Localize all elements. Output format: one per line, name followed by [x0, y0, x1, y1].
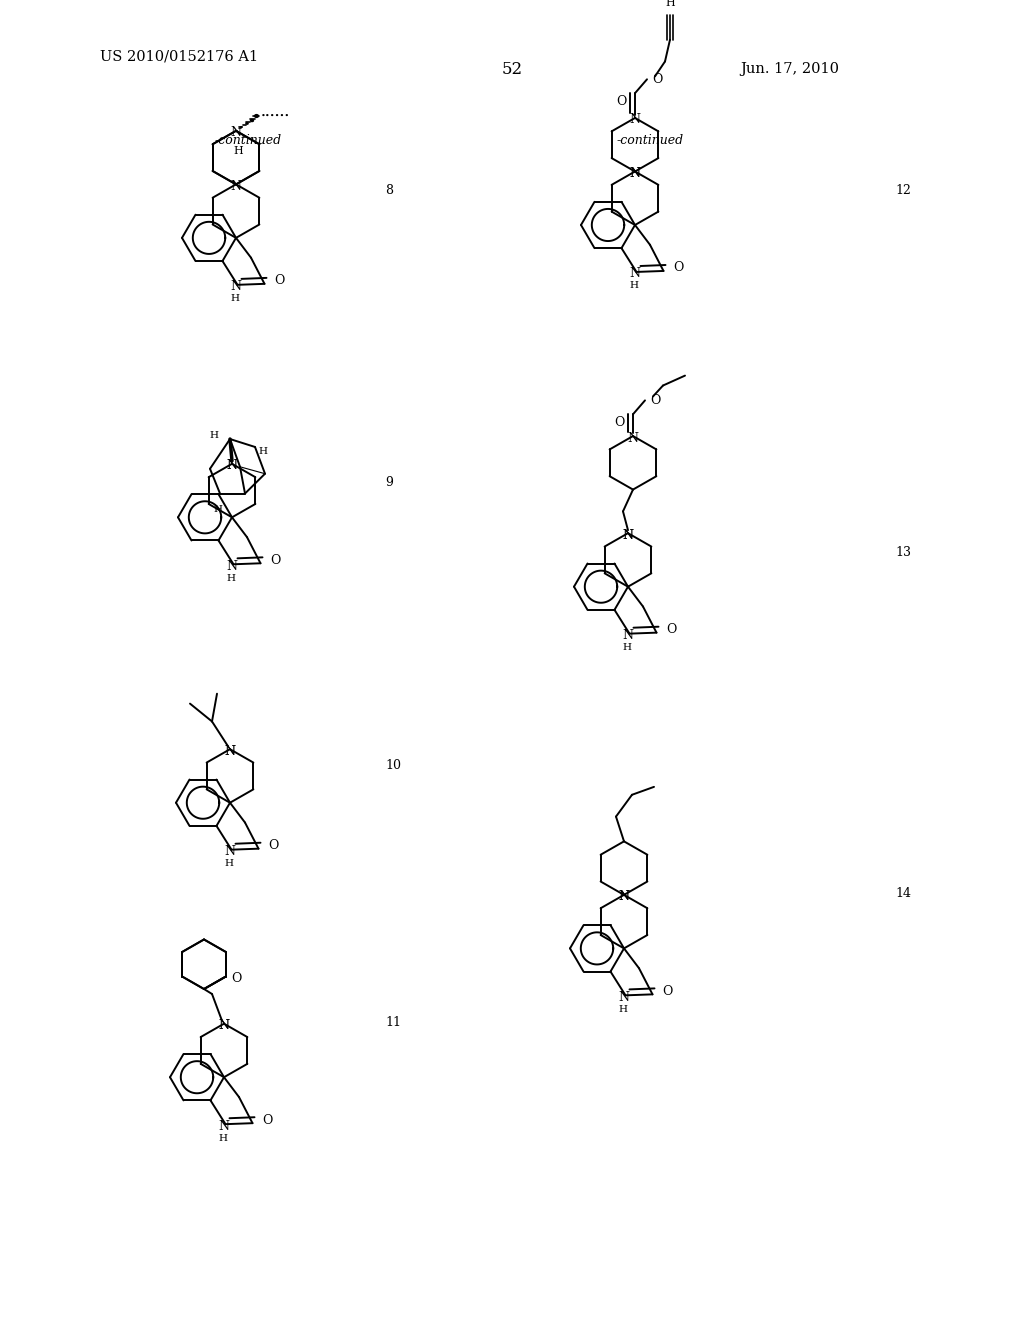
Text: N: N	[224, 744, 236, 758]
Text: O: O	[274, 275, 285, 288]
Text: ••••••: ••••••	[261, 112, 290, 120]
Text: H: H	[213, 504, 222, 513]
Text: O: O	[663, 985, 673, 998]
Text: H: H	[218, 1134, 227, 1143]
Text: N: N	[218, 1119, 229, 1133]
Text: N: N	[623, 528, 634, 541]
Text: H: H	[210, 430, 218, 440]
Text: 14: 14	[895, 887, 911, 900]
Text: N: N	[226, 459, 238, 473]
Text: -continued: -continued	[616, 135, 684, 148]
Text: O: O	[262, 1114, 272, 1127]
Text: N: N	[218, 1019, 229, 1032]
Text: 11: 11	[385, 1016, 401, 1030]
Text: N: N	[628, 432, 639, 445]
Text: O: O	[613, 416, 625, 429]
Text: O: O	[270, 554, 281, 566]
Text: N: N	[218, 1019, 229, 1032]
Text: 9: 9	[385, 477, 393, 490]
Text: 10: 10	[385, 759, 401, 772]
Text: O: O	[667, 623, 677, 636]
Text: N: N	[230, 280, 241, 293]
Text: N: N	[224, 845, 234, 858]
Text: H: H	[230, 294, 239, 304]
Text: 13: 13	[895, 545, 911, 558]
Text: O: O	[615, 95, 627, 108]
Text: O: O	[674, 261, 684, 275]
Text: N: N	[230, 180, 242, 193]
Text: N: N	[230, 127, 242, 140]
Text: H: H	[233, 145, 243, 156]
Text: O: O	[268, 840, 279, 853]
Text: 8: 8	[385, 183, 393, 197]
Text: N: N	[630, 166, 640, 180]
Text: N: N	[623, 528, 634, 541]
Text: N: N	[622, 630, 633, 642]
Text: N: N	[618, 891, 630, 903]
Text: US 2010/0152176 A1: US 2010/0152176 A1	[100, 50, 258, 63]
Text: 12: 12	[895, 183, 911, 197]
Text: N: N	[618, 891, 630, 903]
Text: H: H	[226, 574, 234, 582]
Text: -continued: -continued	[214, 135, 282, 148]
Text: N: N	[629, 268, 640, 280]
Text: H: H	[629, 281, 638, 290]
Text: N: N	[226, 560, 237, 573]
Text: H: H	[258, 447, 267, 457]
Text: H: H	[666, 0, 675, 8]
Text: H: H	[622, 643, 631, 652]
Text: Jun. 17, 2010: Jun. 17, 2010	[740, 62, 840, 77]
Text: N: N	[224, 744, 236, 758]
Text: N: N	[630, 114, 640, 127]
Text: H: H	[618, 1005, 627, 1014]
Text: O: O	[652, 73, 663, 86]
Text: 52: 52	[502, 61, 522, 78]
Text: N: N	[618, 991, 629, 1003]
Text: H: H	[224, 859, 233, 869]
Text: N: N	[630, 166, 640, 180]
Text: O: O	[231, 972, 242, 985]
Text: N: N	[226, 459, 238, 473]
Text: O: O	[650, 393, 660, 407]
